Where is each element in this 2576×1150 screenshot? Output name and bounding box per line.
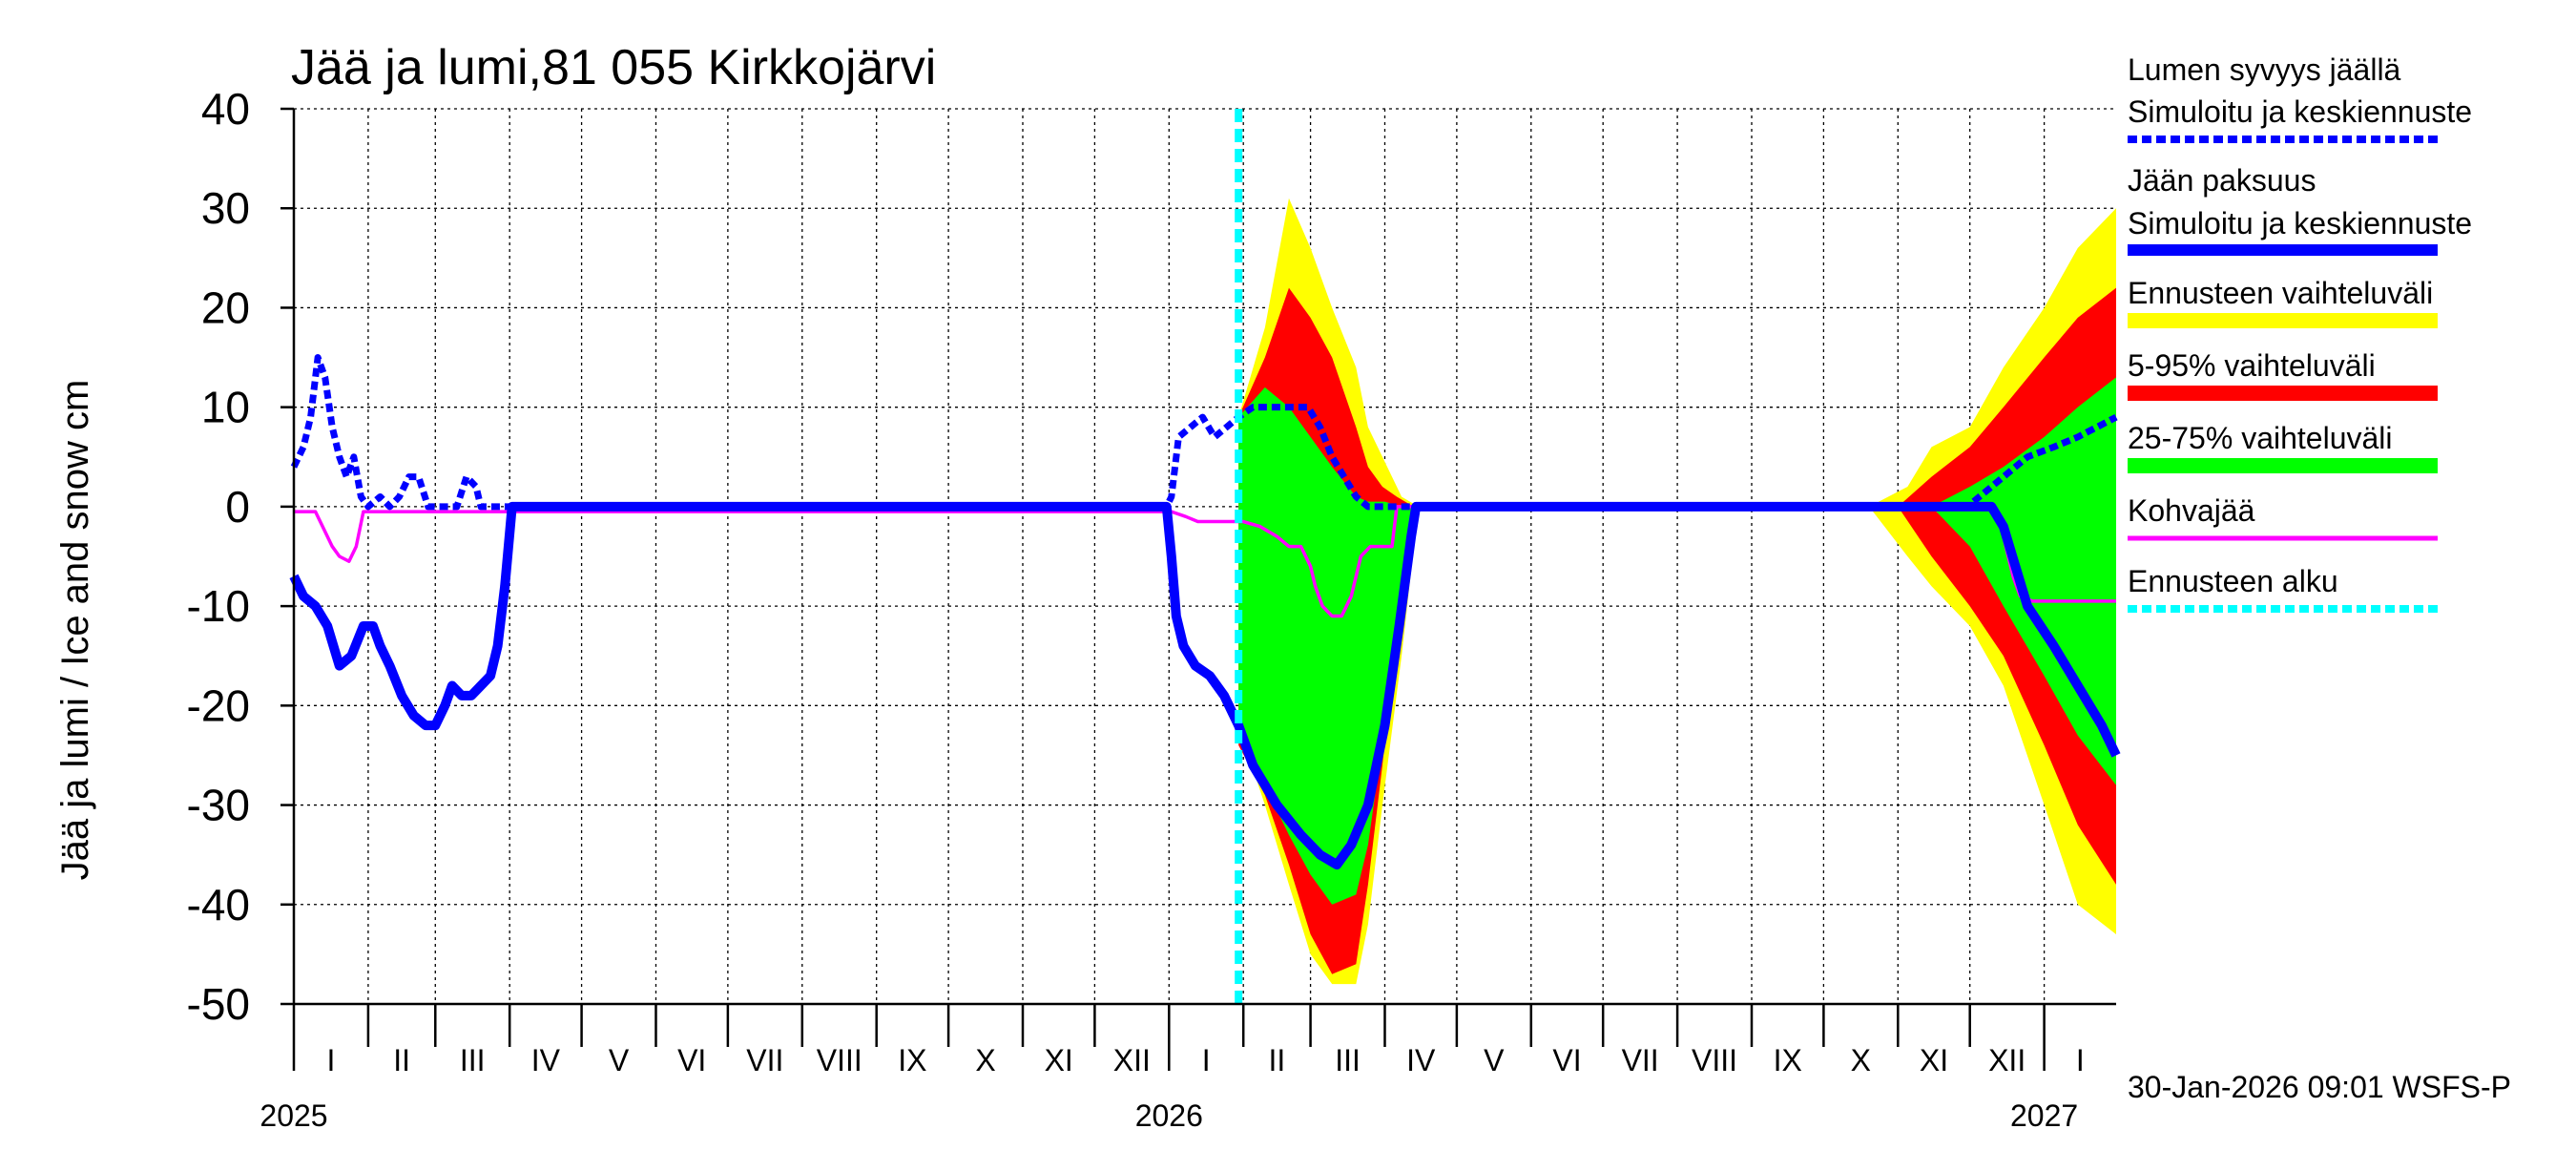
chart-title: Jää ja lumi,81 055 Kirkkojärvi [291,40,936,95]
series-kohvaj- [294,505,2116,618]
y-tick-label: 20 [201,282,250,332]
y-tick-label: -40 [187,880,250,930]
legend-label: Jään paksuus [2128,163,2316,198]
legend-label: Ennusteen alku [2128,564,2338,598]
month-label: I [2076,1043,2085,1077]
footer-timestamp: 30-Jan-2026 09:01 WSFS-P [2128,1070,2511,1104]
year-label: 2027 [2010,1098,2078,1133]
y-tick-label: 30 [201,183,250,233]
y-tick-label: -50 [187,979,250,1029]
month-label: II [1269,1043,1286,1077]
month-label: IX [898,1043,926,1077]
year-label: 2025 [260,1098,327,1133]
year-label: 2026 [1135,1098,1203,1133]
series-lumen-syvyys-j-ll- [290,354,2118,511]
series-j-n-paksuus [289,501,2121,870]
y-tick-label: -10 [187,581,250,631]
month-label: VII [746,1043,783,1077]
y-tick-label: 10 [201,383,250,432]
month-label: XI [1045,1043,1073,1077]
y-axis-label: Jää ja lumi / Ice and snow cm [54,380,96,881]
legend-sublabel: Simuloitu ja keskiennuste [2128,94,2472,129]
month-label: II [393,1043,410,1077]
month-label: IV [1406,1043,1436,1077]
y-tick-label: -30 [187,781,250,830]
month-label: I [1202,1043,1211,1077]
month-label: I [327,1043,336,1077]
series-layer [289,109,2121,1004]
month-label: III [1335,1043,1361,1077]
y-tick-label: -20 [187,680,250,730]
legend-sublabel: Simuloitu ja keskiennuste [2128,206,2472,240]
month-label: V [609,1043,630,1077]
legend-label: Lumen syvyys jäällä [2128,52,2401,87]
month-label: III [460,1043,486,1077]
month-label: VI [677,1043,706,1077]
month-label: VI [1552,1043,1581,1077]
month-label: IV [531,1043,561,1077]
legend-label: 25-75% vaihteluväli [2128,421,2393,455]
legend-label: Ennusteen vaihteluväli [2128,276,2433,310]
legend-label: 5-95% vaihteluväli [2128,348,2376,383]
y-tick-label: 0 [225,482,250,532]
month-label: IX [1774,1043,1802,1077]
month-label: X [975,1043,995,1077]
month-label: XII [1113,1043,1151,1077]
grid-layer [294,108,2116,1005]
month-label: XII [1988,1043,2025,1077]
month-label: V [1484,1043,1505,1077]
month-label: XI [1920,1043,1948,1077]
legend-label: Kohvajää [2128,493,2255,528]
legend: Lumen syvyys jäällä Simuloitu ja keskienn… [2128,52,2472,613]
month-label: X [1851,1043,1871,1077]
y-tick-label: 40 [201,84,250,134]
month-label: VIII [817,1043,862,1077]
month-label: VIII [1692,1043,1737,1077]
band-25-75-vaihteluv-li [1238,387,1412,905]
month-label: VII [1622,1043,1659,1077]
